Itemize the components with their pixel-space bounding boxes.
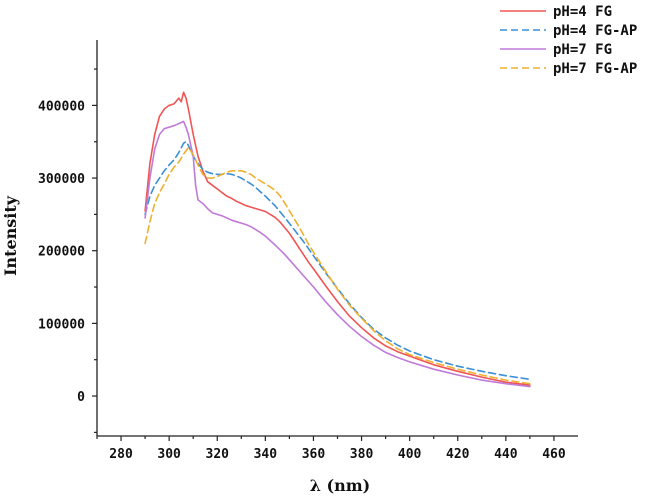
series-line-2 [144, 140, 531, 381]
legend-label-1: pH=4 FG [553, 4, 612, 20]
legend-label-4: pH=7 FG-AP [553, 61, 637, 77]
series-line-1 [144, 91, 531, 386]
y-tick-label: 100000 [38, 317, 85, 332]
x-tick-label: 360 [302, 447, 326, 462]
x-tick-label: 280 [109, 447, 133, 462]
x-tick-label: 380 [350, 447, 374, 462]
legend: pH=4 FG pH=4 FG-AP pH=7 FG pH=7 FG-AP [500, 4, 637, 77]
x-tick-label: 300 [157, 447, 181, 462]
x-tick-label: 340 [254, 447, 278, 462]
y-tick-label: 0 [77, 390, 85, 405]
legend-label-3: pH=7 FG [553, 42, 612, 58]
x-tick-label: 400 [398, 447, 422, 462]
x-tick-label: 320 [206, 447, 230, 462]
y-tick-label: 400000 [38, 99, 85, 114]
legend-label-2: pH=4 FG-AP [553, 23, 637, 39]
y-tick-label: 200000 [38, 245, 85, 260]
x-tick-label: 460 [542, 447, 566, 462]
x-tick-label: 420 [446, 447, 470, 462]
x-tick-label: 440 [494, 447, 518, 462]
y-tick-label: 300000 [38, 172, 85, 187]
series-line-4 [144, 146, 531, 385]
series-layer [144, 91, 531, 388]
series-line-3 [144, 120, 531, 388]
x-ticks: 280 300 320 340 360 380 400 420 440 460 [96, 436, 566, 462]
x-axis-title: λ (nm) [310, 476, 371, 495]
y-ticks: 0 100000 200000 300000 400000 [38, 68, 97, 433]
axes [96, 40, 578, 437]
y-axis-title: Intensity [1, 195, 20, 276]
